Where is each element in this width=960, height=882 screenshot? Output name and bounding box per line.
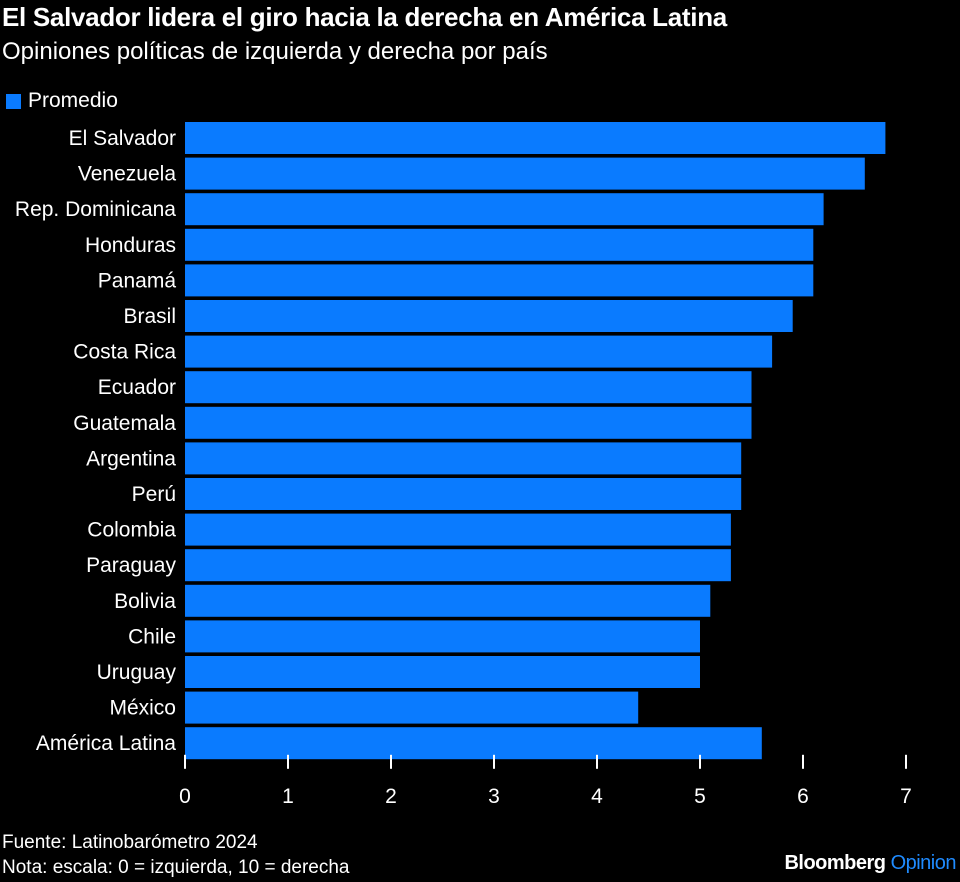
chart-title: El Salvador lidera el giro hacia la dere… xyxy=(2,2,727,32)
bar xyxy=(185,549,731,582)
category-label: México xyxy=(109,697,176,720)
legend: Promedio xyxy=(6,89,118,113)
category-label: América Latina xyxy=(36,732,176,755)
bar xyxy=(185,371,752,404)
bar xyxy=(185,406,752,439)
category-label: Ecuador xyxy=(98,376,176,399)
category-label: Costa Rica xyxy=(73,341,176,364)
chart-subtitle: Opiniones políticas de izquierda y derec… xyxy=(2,38,548,65)
category-label: Rep. Dominicana xyxy=(15,198,176,221)
x-tick-label: 4 xyxy=(591,785,603,808)
bar xyxy=(185,620,700,653)
bar xyxy=(185,335,773,368)
bar xyxy=(185,264,814,297)
brand-suffix: Opinion xyxy=(890,852,957,874)
category-label: Guatemala xyxy=(73,412,176,435)
bar xyxy=(185,442,742,475)
category-label: Colombia xyxy=(87,519,176,542)
x-tick-label: 3 xyxy=(488,785,500,808)
x-tick-label: 0 xyxy=(179,785,191,808)
x-tick-label: 1 xyxy=(282,785,294,808)
category-label: Brasil xyxy=(123,305,176,328)
legend-label: Promedio xyxy=(28,89,118,112)
category-label: Bolivia xyxy=(114,590,176,613)
bar xyxy=(185,478,742,510)
category-label: Panamá xyxy=(98,269,177,292)
category-label: Venezuela xyxy=(78,163,176,186)
bar xyxy=(185,228,814,261)
bar xyxy=(185,300,793,332)
category-label: Uruguay xyxy=(97,661,177,684)
brand-name: Bloomberg xyxy=(784,852,886,874)
bar xyxy=(185,584,711,617)
bar xyxy=(185,656,700,688)
category-label: Paraguay xyxy=(86,554,176,577)
bar xyxy=(185,691,639,724)
x-tick-label: 7 xyxy=(900,785,912,808)
bloomberg-opinion-logo: Bloomberg Opinion xyxy=(784,852,956,875)
bar xyxy=(185,727,762,760)
bar xyxy=(185,513,731,546)
scale-note: Nota: escala: 0 = izquierda, 10 = derech… xyxy=(2,857,350,878)
x-tick-label: 2 xyxy=(385,785,397,808)
bar xyxy=(185,157,865,190)
x-tick-label: 6 xyxy=(797,785,809,808)
category-label: Chile xyxy=(128,625,176,648)
bar-chart: El Salvador Venezuela Rep. Dominicana Hondu… xyxy=(15,122,912,808)
category-label: Argentina xyxy=(86,447,176,470)
legend-swatch xyxy=(6,93,21,109)
category-label: Perú xyxy=(132,483,176,506)
category-label: Honduras xyxy=(85,234,176,257)
source-note: Fuente: Latinobarómetro 2024 xyxy=(2,832,258,853)
bar xyxy=(185,193,824,226)
bar xyxy=(185,122,886,154)
category-label: El Salvador xyxy=(69,127,176,150)
x-tick-label: 5 xyxy=(694,785,706,808)
